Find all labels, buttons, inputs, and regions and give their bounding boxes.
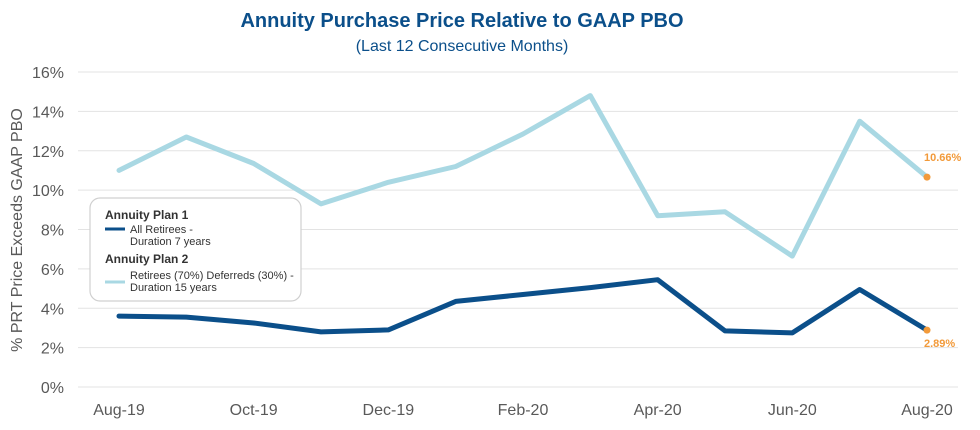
end-value-label: 10.66%	[924, 152, 962, 164]
y-tick-labels: 0% 2% 4% 6% 8% 10% 12% 14% 16%	[32, 65, 64, 397]
chart-subtitle: (Last 12 Consecutive Months)	[356, 38, 569, 55]
end-point-marker	[923, 173, 931, 181]
y-tick-label: 2%	[41, 341, 64, 358]
legend: Annuity Plan 1 All Retirees - Duration 7…	[89, 197, 302, 302]
x-tick-label: Apr-20	[634, 402, 682, 419]
y-tick-label: 0%	[41, 380, 64, 397]
series-line	[116, 277, 930, 336]
end-point-marker	[923, 326, 931, 334]
legend-text-plan-2-line-2: Duration 15 years	[130, 282, 217, 294]
chart-title: Annuity Purchase Price Relative to GAAP …	[240, 10, 683, 32]
y-tick-label: 10%	[32, 183, 64, 200]
x-tick-label: Jun-20	[768, 402, 817, 419]
y-tick-label: 16%	[32, 65, 64, 82]
series-lines: 2.89% 10.66%	[116, 93, 962, 350]
x-tick-label: Feb-20	[498, 402, 549, 419]
y-tick-label: 6%	[41, 262, 64, 279]
end-value-label: 2.89%	[924, 338, 955, 350]
series-line	[116, 93, 930, 259]
legend-text-plan-1-line-2: Duration 7 years	[130, 236, 211, 248]
legend-box	[89, 197, 302, 302]
legend-text-plan-1-line-1: All Retirees -	[130, 224, 193, 236]
y-tick-label: 8%	[41, 223, 64, 240]
y-tick-label: 14%	[32, 104, 64, 121]
x-tick-label: Aug-19	[93, 402, 145, 419]
y-tick-label: 12%	[32, 144, 64, 161]
legend-title-plan-1: Annuity Plan 1	[105, 208, 189, 222]
legend-title-plan-2: Annuity Plan 2	[105, 252, 189, 266]
y-tick-label: 4%	[41, 301, 64, 318]
x-tick-label: Dec-19	[363, 402, 415, 419]
x-tick-label: Oct-19	[230, 402, 278, 419]
y-axis-label: % PRT Price Exceeds GAAP PBO	[9, 108, 26, 352]
x-tick-label: Aug-20	[901, 402, 953, 419]
x-tick-labels: Aug-19 Oct-19 Dec-19 Feb-20 Apr-20 Jun-20 Aug-…	[93, 402, 953, 419]
legend-text-plan-2-line-1: Retirees (70%) Deferreds (30%) -	[130, 270, 294, 282]
